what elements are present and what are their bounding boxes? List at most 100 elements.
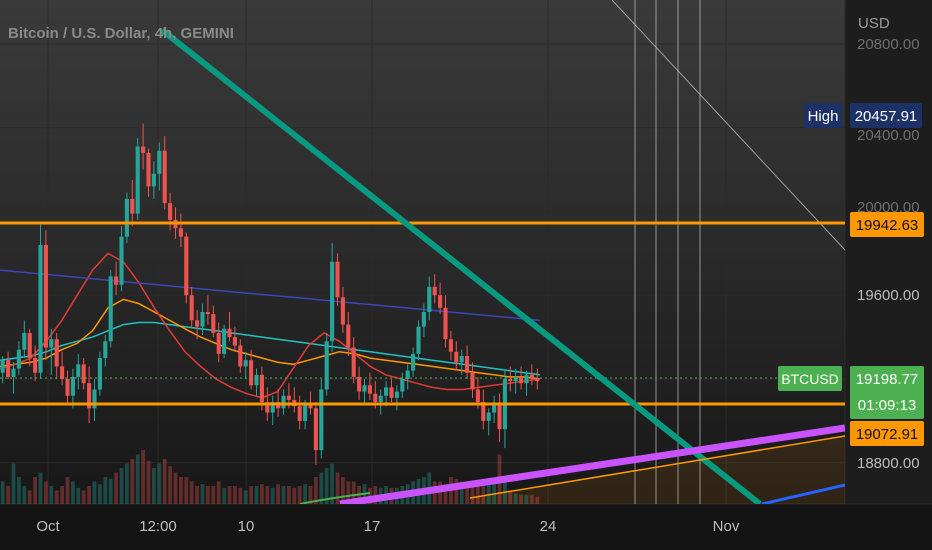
candle-body — [373, 393, 378, 403]
moving-average-line-3 — [0, 269, 541, 322]
volume-bar — [519, 495, 523, 504]
volume-bar — [65, 477, 70, 504]
volume-bar — [38, 472, 43, 504]
candle-body — [92, 389, 97, 409]
candle-body — [54, 339, 59, 367]
volume-bar — [330, 463, 334, 504]
candle-body — [65, 379, 70, 396]
time-tick-0: Oct — [36, 518, 60, 535]
candle-body — [394, 391, 399, 398]
falling-trendline[interactable] — [160, 27, 762, 504]
candle-body — [243, 360, 248, 367]
candle-body — [378, 395, 383, 403]
price-axis-background — [845, 0, 932, 504]
grid — [0, 0, 845, 504]
volume-bar — [33, 477, 37, 504]
volume-bar — [189, 481, 194, 504]
candle-body — [529, 374, 534, 379]
last-price-badge — [850, 366, 924, 419]
candle-body — [524, 374, 529, 384]
volume-bar — [465, 484, 469, 504]
time-tick-3: 17 — [364, 518, 381, 535]
candle-body — [97, 358, 102, 390]
volume-bar — [335, 472, 340, 504]
volume-bar — [76, 487, 81, 504]
time-tick-2: 10 — [238, 518, 255, 535]
candle-body — [519, 376, 524, 384]
volume-bar — [222, 487, 226, 504]
volume-bar — [146, 460, 151, 504]
volume-bar — [195, 486, 199, 504]
candle-body — [340, 297, 345, 325]
candle-body — [270, 402, 275, 413]
candle-body — [157, 150, 162, 174]
candle-body — [119, 236, 124, 285]
candle-body — [76, 364, 81, 377]
candle-body — [189, 295, 194, 321]
blue-trendline[interactable] — [761, 483, 845, 504]
candle-body — [227, 328, 232, 338]
volume-bar — [513, 493, 518, 504]
price-badges: High 20457.91 19942.63 BTCUSD 19198.77 0… — [778, 103, 924, 446]
time-axis-background — [0, 504, 932, 550]
rising-trendline-orange[interactable] — [469, 435, 845, 499]
price-axis[interactable]: USD 20800.00 20400.00 20000.00 19600.00 18800… — [857, 15, 920, 472]
drawings — [0, 0, 845, 504]
volume-bar — [324, 468, 329, 504]
volume-bar — [314, 477, 318, 504]
volume-bar — [22, 486, 27, 504]
candle-body — [168, 203, 173, 220]
candle-body — [465, 355, 470, 373]
candle-body — [141, 146, 146, 153]
volume-bar — [17, 477, 21, 504]
volume-bar — [114, 472, 118, 504]
candle-body — [178, 228, 183, 237]
volume-bar — [173, 472, 178, 504]
volume-bar — [125, 463, 129, 504]
volume-bar — [184, 477, 189, 504]
rising-trendline[interactable] — [339, 424, 845, 504]
volume-bar — [265, 486, 270, 504]
high-value-text: 20457.91 — [855, 108, 918, 125]
volume-bar — [168, 466, 172, 504]
volume-bar — [486, 478, 491, 504]
candle-body — [81, 364, 86, 384]
candle-body — [330, 261, 335, 342]
candle-body — [87, 383, 92, 409]
volume-bar — [287, 486, 291, 504]
volume-bar — [270, 487, 275, 504]
candle-body — [281, 395, 286, 409]
candle-body — [400, 379, 405, 392]
candle-body — [43, 245, 48, 348]
volume-bar — [535, 496, 540, 504]
candle-body — [286, 395, 291, 400]
high-value-badge — [850, 103, 922, 128]
time-axis[interactable]: Oct 12:00 10 17 24 Nov — [36, 518, 740, 535]
support-value-text: 19072.91 — [856, 426, 919, 443]
candle-body — [38, 245, 43, 373]
candle-body — [146, 152, 151, 187]
candle-body — [303, 404, 308, 421]
high-label-badge — [804, 103, 842, 128]
candle-body — [486, 412, 491, 421]
candle-body — [135, 146, 140, 214]
volume-bar — [200, 484, 205, 504]
candle-body — [114, 276, 119, 285]
symbol-badge — [778, 366, 842, 391]
candle-body — [232, 337, 237, 346]
candle-body — [508, 379, 513, 382]
volume-bar — [470, 486, 475, 504]
candle-body — [49, 339, 54, 348]
thin-falling-line[interactable] — [611, 0, 845, 251]
candle-body — [6, 360, 11, 377]
volume-bar — [524, 495, 529, 504]
candle-body — [335, 261, 340, 298]
volume-bar — [443, 484, 448, 504]
volume-bar — [49, 486, 54, 504]
candle-body — [60, 366, 65, 379]
candle-body — [195, 320, 200, 327]
volume-bar — [530, 495, 534, 504]
volume-bar — [103, 477, 108, 504]
candle-body — [16, 349, 21, 369]
